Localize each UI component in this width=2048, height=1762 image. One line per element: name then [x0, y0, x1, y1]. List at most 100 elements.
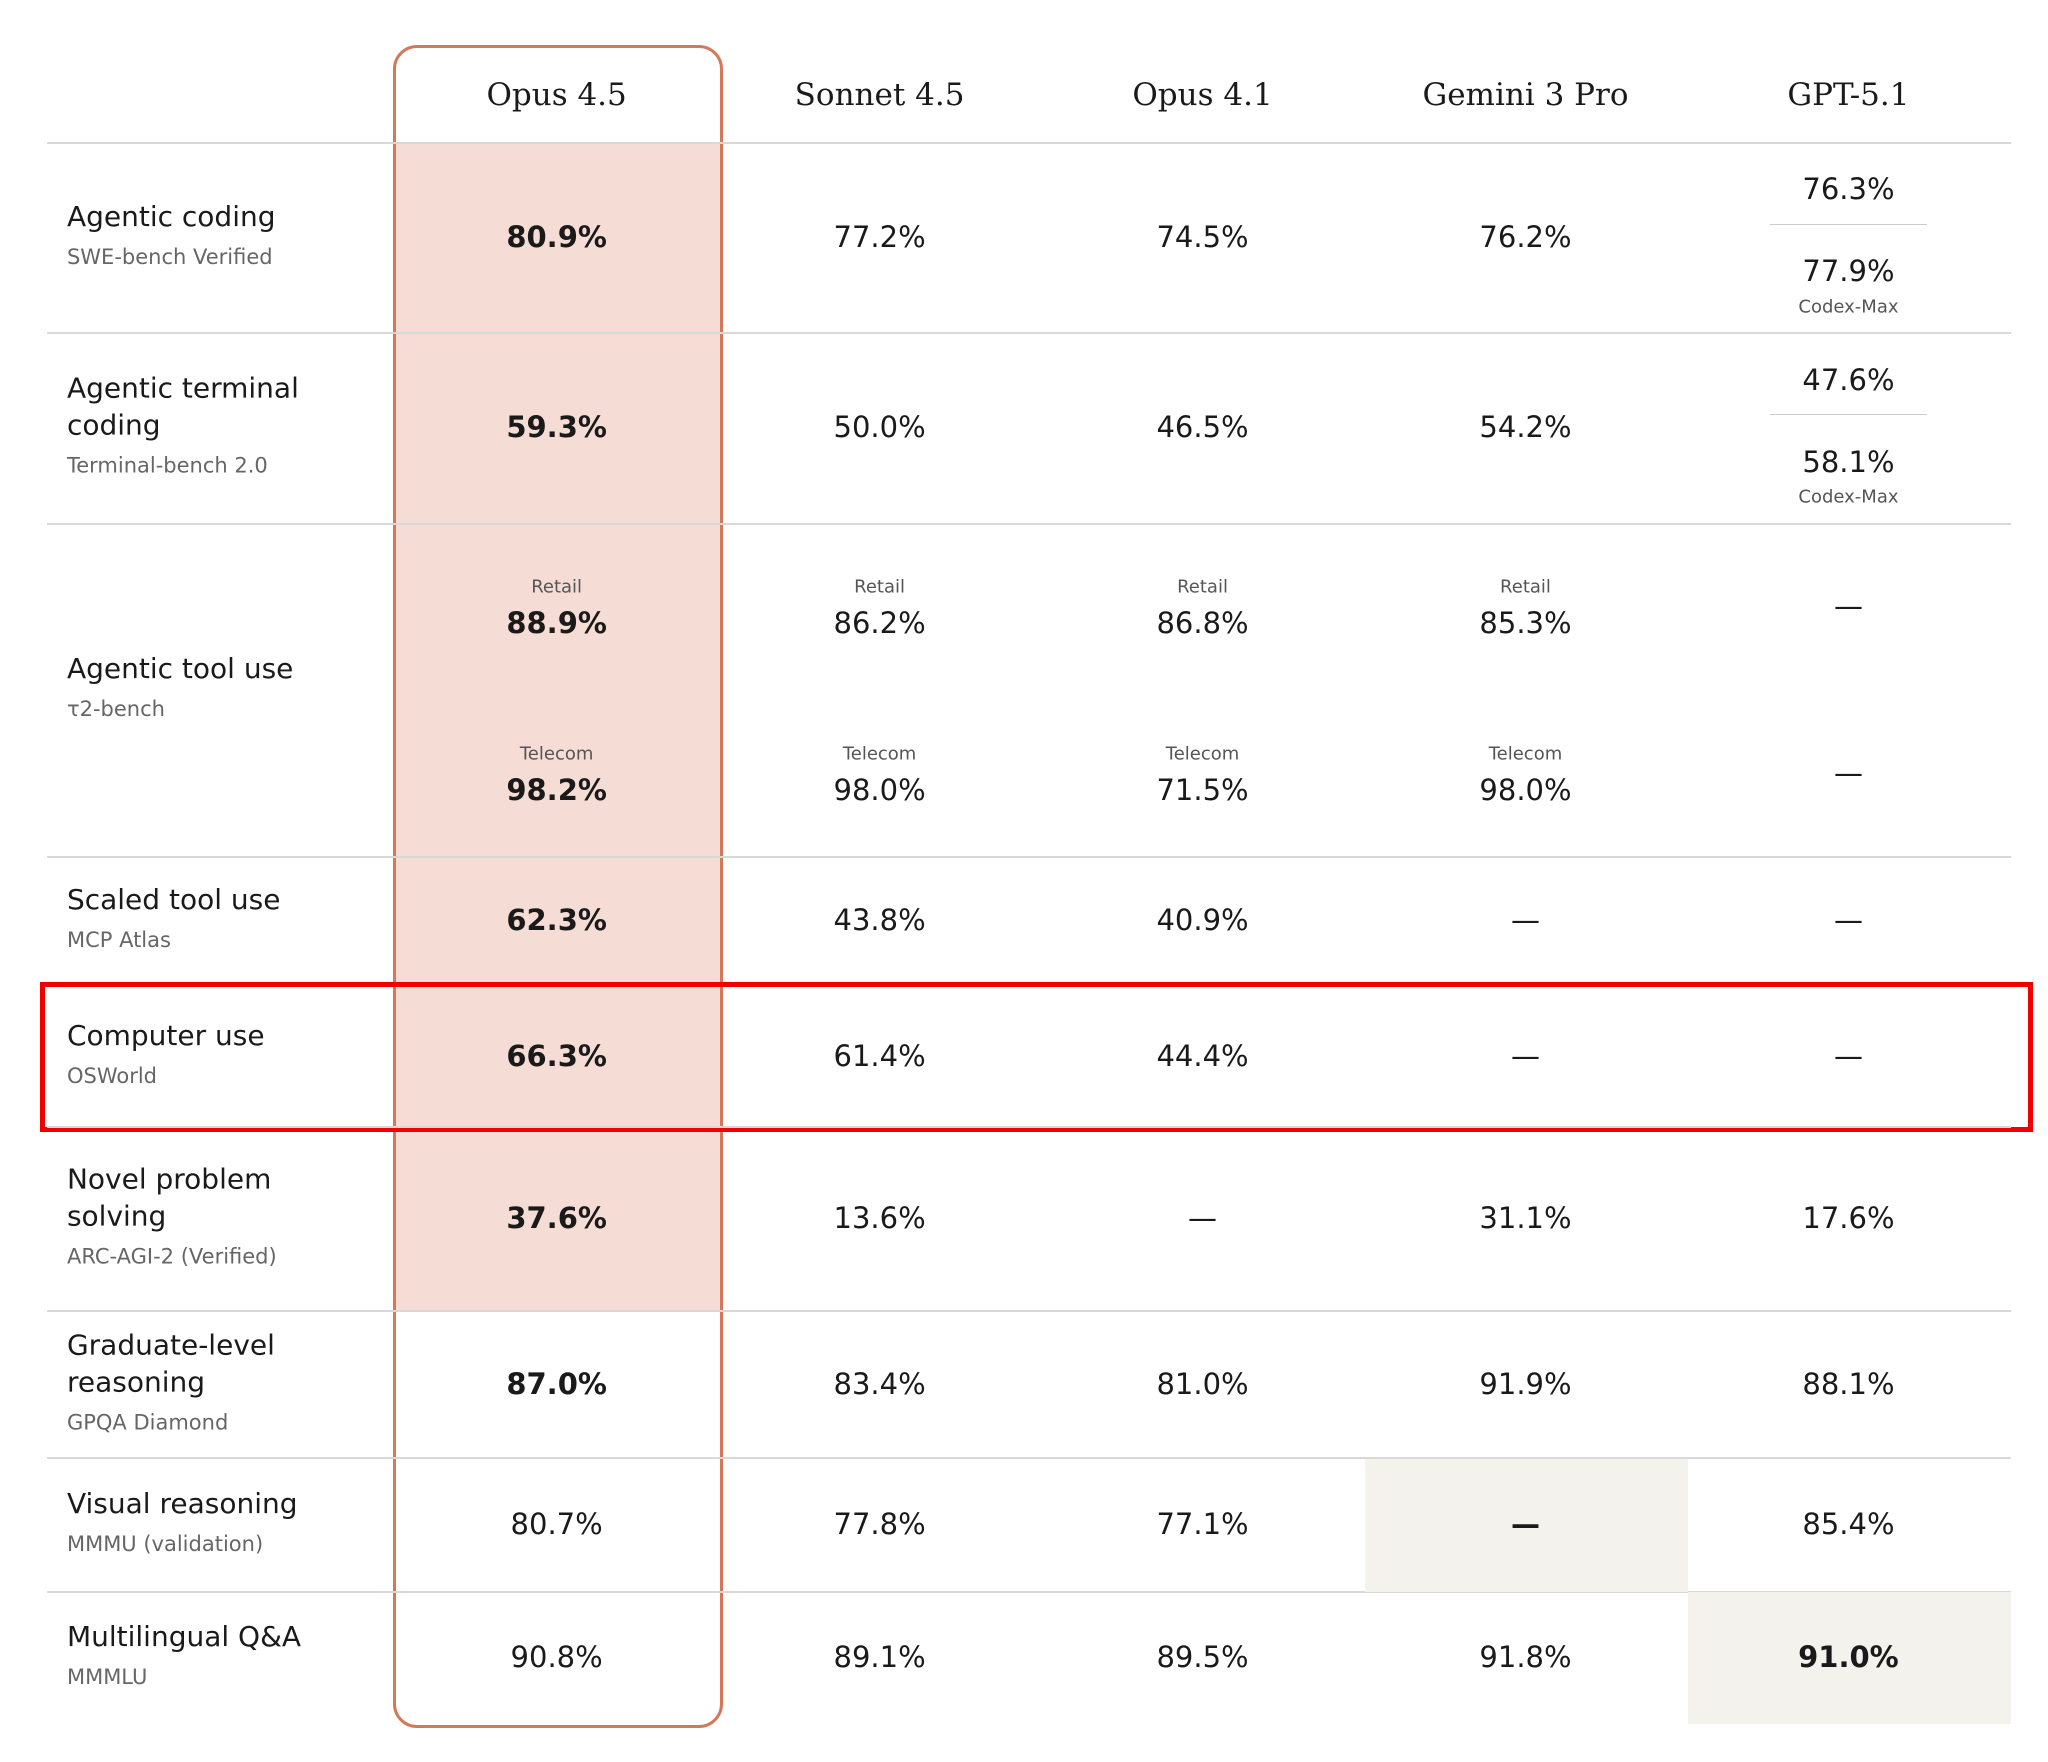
row-rule	[47, 855, 2012, 858]
score: —	[1833, 903, 1863, 938]
score: —	[1188, 1201, 1218, 1236]
benchmark-name: Agentic terminal coding	[66, 371, 299, 442]
score: 44.4%	[1156, 1038, 1249, 1073]
score: 61.4%	[833, 1038, 926, 1073]
column-header: GPT-5.1	[1787, 76, 1910, 113]
score: 66.3%	[506, 1038, 607, 1073]
score: 58.1%	[1802, 444, 1895, 479]
score-caption: Codex-Max	[1798, 486, 1899, 508]
cell-divider	[1769, 414, 1928, 416]
score-label: Telecom	[1488, 743, 1563, 765]
benchmark-source: MMMU (validation)	[66, 1532, 264, 1557]
score: 80.7%	[510, 1507, 603, 1542]
score: 54.2%	[1479, 410, 1572, 445]
score: 77.2%	[833, 219, 926, 254]
row-rule	[47, 1591, 2012, 1594]
score: 47.6%	[1802, 362, 1895, 397]
score: 87.0%	[506, 1366, 607, 1401]
score: 88.9%	[506, 605, 607, 640]
best-cell-bg	[1688, 1592, 2012, 1724]
score: 98.2%	[506, 772, 607, 807]
score: 91.8%	[1479, 1639, 1572, 1674]
row-label: Scaled tool use MCP Atlas	[67, 881, 367, 959]
benchmark-name: Novel problem solving	[66, 1162, 272, 1233]
row-label: Novel problem solving ARC-AGI-2 (Verified…	[67, 1161, 367, 1276]
score: 62.3%	[506, 903, 607, 938]
score-label: Retail	[1177, 576, 1228, 598]
score: 50.0%	[833, 410, 926, 445]
score-label: Telecom	[842, 743, 917, 765]
column-header: Opus 4.5	[486, 76, 627, 113]
score: 85.4%	[1802, 1507, 1895, 1542]
score: —	[1833, 755, 1863, 790]
benchmark-name: Multilingual Q&A	[66, 1619, 302, 1653]
score: 98.0%	[833, 772, 926, 807]
score: 77.9%	[1802, 254, 1895, 289]
score: 31.1%	[1479, 1201, 1572, 1236]
score: 77.8%	[833, 1507, 926, 1542]
score: 59.3%	[506, 410, 607, 445]
row-rule	[47, 522, 2012, 525]
score: 17.6%	[1802, 1201, 1895, 1236]
score: 71.5%	[1156, 772, 1249, 807]
row-label: Multilingual Q&A MMMLU	[67, 1618, 367, 1696]
score: 86.2%	[833, 605, 926, 640]
score-caption: Codex-Max	[1798, 296, 1899, 318]
score: 98.0%	[1479, 772, 1572, 807]
score: 77.1%	[1156, 1507, 1249, 1542]
cell-divider	[1769, 223, 1928, 225]
benchmark-source: τ2-bench	[66, 697, 165, 722]
row-label: Agentic tool use τ2-bench	[67, 650, 367, 728]
score: —	[1510, 1038, 1540, 1073]
score-label: Retail	[531, 576, 583, 598]
score: 76.3%	[1802, 172, 1895, 207]
benchmark-name: Scaled tool use	[66, 883, 281, 917]
score-label: Telecom	[1165, 743, 1240, 765]
score: 89.1%	[833, 1639, 926, 1674]
row-label: Graduate-level reasoning GPQA Diamond	[67, 1326, 367, 1441]
score: 91.9%	[1479, 1366, 1572, 1401]
score: 81.0%	[1156, 1366, 1249, 1401]
row-label: Computer use OSWorld	[67, 1017, 367, 1095]
score: —	[1833, 1038, 1863, 1073]
opus-highlight-fill	[394, 142, 720, 1310]
benchmark-source: Terminal-bench 2.0	[66, 453, 268, 478]
benchmark-name: Agentic coding	[66, 199, 276, 233]
score-label: Retail	[1500, 576, 1551, 598]
row-rule	[47, 332, 2012, 335]
row-rule	[47, 1310, 2012, 1313]
row-label: Visual reasoning MMMU (validation)	[67, 1485, 367, 1563]
benchmark-source: ARC-AGI-2 (Verified)	[66, 1244, 277, 1269]
score: 13.6%	[833, 1201, 926, 1236]
score-label: Retail	[854, 576, 906, 598]
score-label: Telecom	[519, 743, 594, 765]
score: 80.9%	[506, 219, 607, 254]
score: 76.2%	[1479, 219, 1572, 254]
row-rule	[47, 1126, 2012, 1129]
benchmark-name: Visual reasoning	[66, 1487, 298, 1521]
benchmark-source: GPQA Diamond	[66, 1410, 229, 1435]
score: 86.8%	[1156, 605, 1249, 640]
benchmark-name: Agentic tool use	[66, 652, 294, 686]
computer-use-box	[40, 982, 2033, 1132]
best-cell-bg	[1365, 1458, 1689, 1593]
benchmark-source: OSWorld	[66, 1063, 157, 1088]
column-header: Sonnet 4.5	[794, 76, 965, 113]
score: 89.5%	[1156, 1639, 1249, 1674]
header-rule	[47, 141, 2012, 144]
row-rule	[47, 1457, 2012, 1460]
score: 40.9%	[1156, 903, 1249, 938]
benchmark-name: Graduate-level reasoning	[66, 1328, 275, 1399]
score: —	[1510, 903, 1540, 938]
score: 43.8%	[833, 903, 926, 938]
row-label: Agentic terminal coding Terminal-bench 2.…	[67, 370, 367, 485]
opus-column-frame	[393, 45, 723, 1728]
benchmark-source: MMMLU	[66, 1664, 148, 1689]
column-header: Gemini 3 Pro	[1422, 76, 1629, 113]
score: 74.5%	[1156, 219, 1249, 254]
score: —	[1510, 1507, 1540, 1542]
score: 90.8%	[510, 1639, 603, 1674]
benchmark-name: Computer use	[66, 1018, 265, 1052]
score: 88.1%	[1802, 1366, 1895, 1401]
